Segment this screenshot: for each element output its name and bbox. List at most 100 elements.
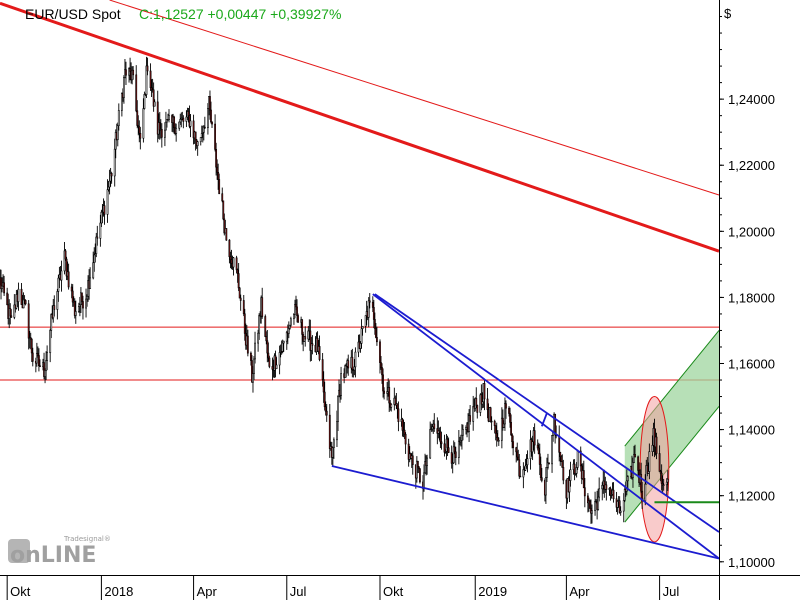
candle-body: [56, 291, 59, 310]
candle-body: [185, 116, 188, 122]
candle-body: [36, 353, 39, 356]
candle-body: [597, 496, 600, 510]
candle-body: [261, 297, 264, 317]
candle-body: [321, 359, 324, 380]
candle-body: [573, 463, 576, 474]
candle-body: [537, 447, 540, 455]
candle-body: [562, 467, 565, 481]
candle-body: [575, 467, 578, 474]
candle-body: [505, 403, 507, 409]
candle-body: [142, 108, 145, 139]
candle-body: [100, 211, 103, 224]
candle-body: [295, 304, 297, 308]
candle-body: [45, 360, 47, 371]
candle-body: [95, 236, 98, 255]
candle-body: [476, 405, 479, 413]
candle-body: [531, 441, 534, 453]
candle-body: [634, 454, 636, 458]
candle-body: [203, 126, 206, 129]
candle-body: [120, 93, 123, 111]
candle-body: [192, 120, 195, 139]
candle-body: [113, 148, 116, 177]
candle-body: [149, 70, 152, 89]
candle-body: [108, 180, 111, 188]
y-tick-label: 1,18000: [728, 290, 775, 305]
candle-body: [526, 458, 529, 466]
candle-body: [20, 288, 23, 305]
candle-body: [196, 141, 199, 146]
candle-body: [268, 357, 271, 367]
candle-body: [490, 420, 493, 423]
candle-body: [351, 356, 354, 370]
candle-body: [179, 119, 182, 123]
candle-body: [431, 426, 434, 430]
candle-body: [538, 453, 541, 465]
logo-wordmark: onLINE: [10, 543, 96, 568]
candle-body: [591, 510, 593, 514]
highlight-ellipse: [639, 396, 670, 543]
candle-body: [296, 306, 298, 316]
candle-body: [475, 398, 478, 406]
candle-body: [178, 121, 181, 129]
candle-body: [376, 337, 378, 343]
candle-body: [439, 431, 442, 443]
candle-body: [143, 94, 146, 109]
candle-body: [64, 250, 67, 260]
candle-body: [49, 330, 52, 354]
candle-body: [486, 398, 489, 410]
candle-body: [429, 429, 432, 459]
candle-body: [235, 257, 238, 271]
candle-body: [354, 351, 357, 368]
candle-body: [24, 300, 27, 305]
candle-body: [129, 68, 131, 72]
candle-body: [187, 111, 190, 117]
candle-body: [1, 285, 3, 289]
candle-body: [243, 313, 246, 334]
candle-body: [153, 101, 156, 107]
candle-body: [416, 460, 419, 468]
candle-body: [9, 308, 12, 317]
candle-body: [497, 439, 500, 442]
candle-body: [35, 353, 38, 364]
trend-line: [0, 1, 720, 253]
candle-body: [648, 451, 651, 472]
candle-body: [546, 467, 548, 478]
candle-body: [328, 414, 331, 449]
candle-body: [622, 500, 625, 512]
candle-body: [110, 173, 113, 177]
candle-body: [540, 477, 543, 481]
candle-body: [423, 472, 425, 489]
candle-body: [551, 435, 553, 465]
candle-body: [81, 292, 83, 302]
candle-body: [237, 273, 240, 289]
candle-body: [116, 125, 119, 140]
y-tick-label: 1,12000: [728, 489, 775, 504]
candle-body: [626, 476, 629, 482]
candle-body: [440, 441, 443, 445]
candle-body: [618, 500, 621, 513]
candle-body: [494, 425, 497, 434]
candle-body: [70, 286, 73, 292]
candle-body: [388, 387, 391, 404]
candle-body: [383, 390, 385, 394]
candle-body: [257, 332, 260, 344]
candle-body: [533, 430, 536, 446]
candle-body: [275, 364, 278, 370]
candle-body: [152, 89, 155, 107]
candle-body: [373, 319, 376, 329]
candle-body: [336, 421, 338, 441]
candle-body: [89, 277, 92, 289]
candle-body: [404, 433, 407, 445]
candle-body: [189, 120, 192, 127]
candle-body: [568, 480, 571, 493]
candle-body: [518, 459, 521, 477]
candle-body: [27, 303, 30, 339]
candle-body: [512, 441, 515, 449]
candle-body: [74, 311, 77, 316]
candle-body: [168, 115, 170, 121]
candle-body: [85, 298, 87, 309]
y-tick-label: 1,14000: [728, 423, 775, 438]
candle-body: [202, 126, 205, 133]
candle-body: [93, 254, 96, 264]
